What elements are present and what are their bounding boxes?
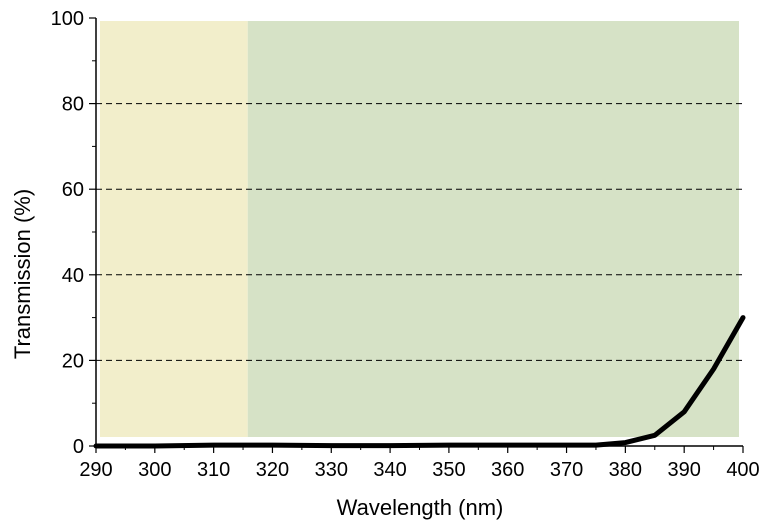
x-tick-label-380: 380 (609, 459, 642, 481)
x-tick-label-330: 330 (315, 459, 348, 481)
x-tick-label-390: 390 (667, 459, 700, 481)
y-tick-label-60: 60 (62, 179, 84, 201)
y-axis-label: Transmission (%) (10, 189, 35, 359)
background-regions (100, 21, 739, 437)
background-region-2 (248, 21, 739, 437)
y-tick-label-80: 80 (62, 94, 84, 116)
x-tick-label-320: 320 (256, 459, 289, 481)
x-tick-label-350: 350 (432, 459, 465, 481)
x-tick-label-370: 370 (550, 459, 583, 481)
x-tick-label-400: 400 (726, 459, 759, 481)
x-tick-label-290: 290 (79, 459, 112, 481)
y-tick-label-20: 20 (62, 350, 84, 372)
x-tick-label-300: 300 (138, 459, 171, 481)
y-tick-label-40: 40 (62, 265, 84, 287)
x-axis-label: Wavelength (nm) (337, 495, 504, 520)
background-region-1 (100, 21, 248, 437)
y-tick-label-100: 100 (51, 8, 84, 30)
y-tick-label-0: 0 (73, 436, 84, 458)
x-tick-label-360: 360 (491, 459, 524, 481)
x-tick-label-340: 340 (373, 459, 406, 481)
x-tick-label-310: 310 (197, 459, 230, 481)
